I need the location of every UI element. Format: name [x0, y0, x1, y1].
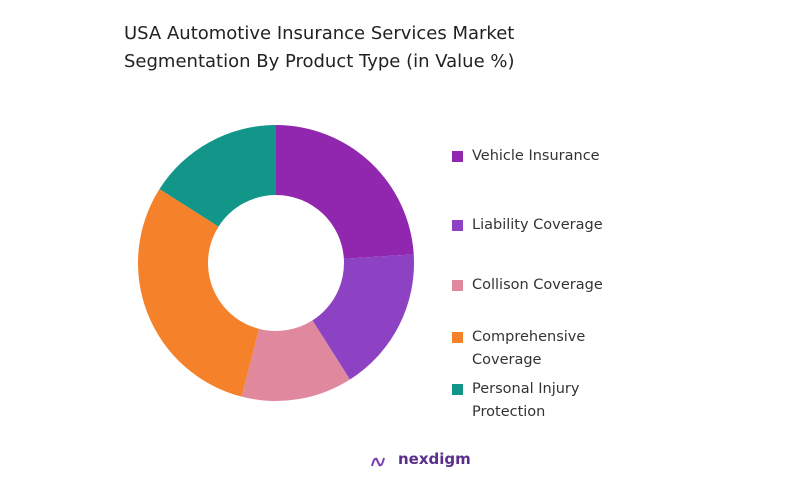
legend-label: Vehicle Insurance: [472, 148, 600, 164]
legend-swatch: [452, 220, 463, 231]
chart-title: USA Automotive Insurance Services Market…: [124, 23, 515, 72]
legend-label: Liability Coverage: [472, 217, 603, 233]
legend-label: Comprehensive Coverage: [472, 329, 586, 368]
slice: [137, 189, 260, 397]
slice: [159, 125, 276, 227]
slice: [241, 320, 350, 401]
legend-swatch: [452, 332, 463, 343]
slice: [276, 125, 414, 259]
legend-swatch: [452, 151, 463, 162]
legend-swatch: [452, 280, 463, 291]
legend-item: Comprehensive Coverage: [452, 326, 637, 372]
legend-item: Personal Injury Protection: [452, 378, 637, 424]
legend-item: Collison Coverage: [452, 274, 637, 297]
legend-item: Vehicle Insurance: [452, 145, 637, 168]
legend-swatch: [452, 384, 463, 395]
legend-item: Liability Coverage: [452, 214, 637, 237]
brand-icon: [371, 457, 385, 467]
brand: nexdigm: [398, 450, 471, 468]
slice: [312, 254, 414, 380]
legend-label: Collison Coverage: [472, 277, 603, 293]
legend-label: Personal Injury Protection: [472, 381, 580, 420]
